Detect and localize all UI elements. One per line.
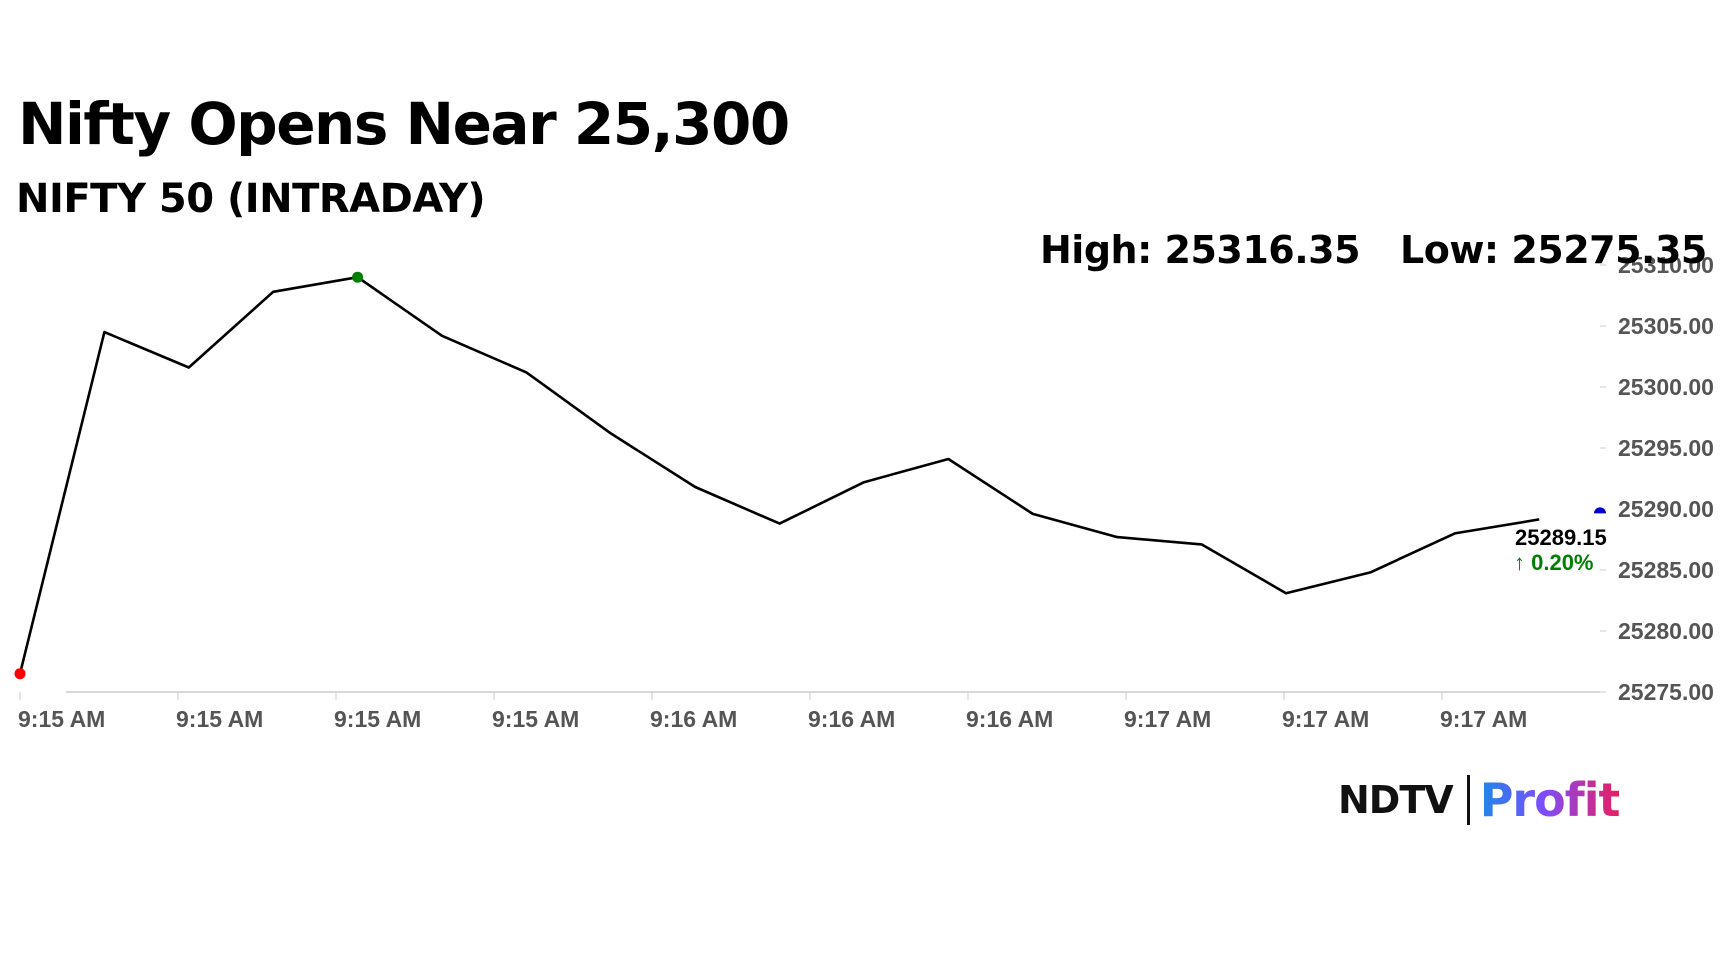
x-tick-label: 9:15 AM xyxy=(18,706,105,732)
x-axis-ticks: 9:15 AM 9:15 AM 9:15 AM 9:15 AM 9:16 AM 9:16 … xyxy=(18,692,1527,732)
low-label: Low: 25275.35 xyxy=(1400,228,1707,272)
logo-profit-text: Profit xyxy=(1479,773,1621,827)
high-point-marker xyxy=(352,271,364,283)
x-tick-label: 9:17 AM xyxy=(1282,706,1369,732)
x-tick-label: 9:16 AM xyxy=(650,706,737,732)
y-tick-label: 25290.00 xyxy=(1618,496,1714,522)
x-tick-label: 9:16 AM xyxy=(966,706,1053,732)
last-value-label: 25289.15 xyxy=(1515,525,1607,550)
x-tick-label: 9:15 AM xyxy=(492,706,579,732)
y-tick-label: 25295.00 xyxy=(1618,435,1714,461)
y-tick-label: 25280.00 xyxy=(1618,618,1714,644)
last-point-marker xyxy=(1594,507,1606,514)
y-tick-label: 25275.00 xyxy=(1618,679,1714,705)
ndtv-profit-logo: NDTV Profit xyxy=(1338,770,1621,830)
last-change-label: ↑ 0.20% xyxy=(1514,550,1594,575)
high-label: High: 25316.35 xyxy=(1040,228,1361,272)
y-tick-label: 25285.00 xyxy=(1618,557,1714,583)
chart-subtitle: NIFTY 50 (INTRADAY) xyxy=(16,176,486,222)
x-tick-label: 9:16 AM xyxy=(808,706,895,732)
x-tick-label: 9:17 AM xyxy=(1440,706,1527,732)
y-tick-label: 25305.00 xyxy=(1618,313,1714,339)
x-tick-label: 9:15 AM xyxy=(334,706,421,732)
start-point-marker xyxy=(14,668,26,680)
logo-divider xyxy=(1466,775,1470,825)
y-tick-label: 25300.00 xyxy=(1618,374,1714,400)
series-line xyxy=(18,275,1540,675)
logo-ndtv-text: NDTV xyxy=(1338,778,1454,822)
y-tick-label: 25310.00 xyxy=(1618,252,1714,278)
x-tick-label: 9:17 AM xyxy=(1124,706,1211,732)
chart-title: Nifty Opens Near 25,300 xyxy=(18,90,790,158)
x-tick-label: 9:15 AM xyxy=(176,706,263,732)
y-axis-ticks: 25310.00 25305.00 25300.00 25295.00 25290.00… xyxy=(1600,252,1714,705)
